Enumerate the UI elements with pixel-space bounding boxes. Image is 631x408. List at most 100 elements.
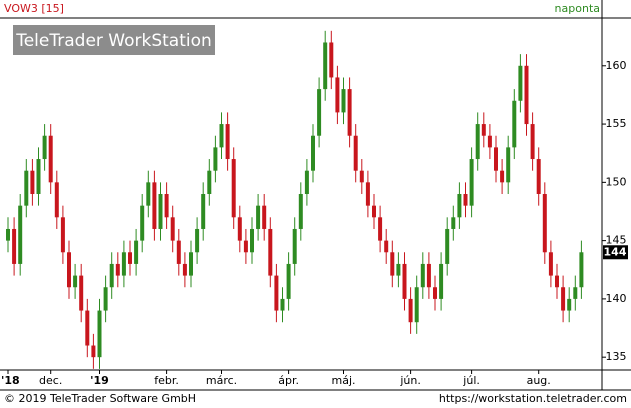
y-tick-label: 160	[606, 59, 627, 72]
candle-body	[335, 77, 340, 113]
candle-body	[189, 252, 193, 276]
candle-body	[97, 310, 102, 358]
candle-body	[85, 310, 90, 346]
candle-body	[420, 263, 425, 288]
candle-body	[121, 252, 126, 276]
candle-body	[323, 42, 328, 90]
candle-body	[451, 217, 456, 229]
candle-body	[36, 159, 41, 194]
candle-body	[225, 124, 230, 160]
x-tick-label: jún.	[399, 374, 421, 387]
candle-body	[579, 252, 584, 288]
candle-body	[365, 182, 370, 206]
x-tick-label: ápr.	[278, 374, 299, 387]
candle-body	[463, 194, 468, 206]
candle-body	[231, 159, 236, 218]
candle-body	[286, 263, 291, 299]
candle-body	[475, 124, 480, 160]
candle-body	[378, 217, 383, 241]
watermark-box	[13, 25, 215, 55]
candle-body	[329, 42, 334, 78]
candle-body	[134, 240, 139, 264]
candle-body	[524, 65, 529, 125]
candle-body	[396, 263, 401, 276]
candle-body	[24, 170, 29, 206]
candle-body	[176, 240, 181, 264]
y-tick-label: 135	[606, 350, 627, 363]
candle-body	[73, 275, 78, 288]
candle-body	[54, 182, 59, 218]
candle-body	[201, 194, 206, 229]
y-tick-label: 145	[606, 234, 627, 247]
candle-body	[542, 194, 547, 253]
candle-body	[433, 287, 437, 299]
candle-body	[256, 205, 261, 229]
candle-body	[195, 228, 200, 253]
last-price-label: 144	[604, 245, 627, 258]
interval-label: naponta	[555, 2, 600, 15]
candle-body	[530, 124, 535, 160]
candle-body	[372, 205, 376, 218]
footer-url: https://workstation.teletrader.com	[439, 392, 627, 405]
candle-body	[182, 263, 187, 276]
candle-body	[164, 194, 169, 218]
candle-body	[347, 89, 352, 136]
candle-body	[292, 228, 297, 264]
x-tick-label: máj.	[331, 374, 355, 387]
candle-body	[469, 159, 474, 206]
candle-body	[304, 170, 309, 194]
candle-body	[103, 287, 108, 311]
candle-body	[506, 147, 511, 183]
candle-body	[414, 287, 419, 323]
candle-body	[280, 298, 285, 311]
x-tick-label: febr.	[154, 374, 179, 387]
candle-body	[12, 228, 17, 264]
candle-body	[561, 287, 566, 311]
candle-body	[274, 275, 279, 311]
candle-body	[445, 228, 450, 264]
candle-body	[60, 217, 65, 253]
x-tick-label: dec.	[39, 374, 62, 387]
candle-body	[140, 205, 145, 241]
candle-body	[91, 345, 96, 358]
candle-body	[152, 182, 157, 229]
candle-body	[481, 124, 486, 136]
candle-body	[555, 275, 559, 288]
candle-body	[512, 100, 517, 148]
candle-body	[109, 263, 114, 288]
y-tick-label: 155	[606, 117, 627, 130]
x-tick-label: márc.	[206, 374, 237, 387]
candle-body	[573, 287, 578, 299]
candle-body	[219, 124, 224, 148]
x-tick-label: '19	[90, 374, 109, 387]
candle-body	[487, 135, 492, 148]
candle-body	[128, 252, 132, 264]
candle-body	[548, 252, 553, 276]
candle-body	[67, 252, 71, 288]
candle-body	[30, 170, 35, 194]
candle-body	[237, 217, 242, 241]
chart-title: VOW3 [15]	[4, 2, 64, 15]
y-tick-label: 150	[606, 175, 627, 188]
candle-body	[146, 182, 151, 206]
candle-body	[311, 135, 315, 171]
candle-body	[384, 240, 389, 253]
candle-body	[250, 228, 254, 253]
candle-body	[170, 217, 175, 241]
candle-body	[518, 65, 523, 101]
candle-body	[567, 298, 572, 311]
candle-body	[268, 228, 273, 276]
candle-body	[426, 263, 431, 288]
candle-body	[298, 194, 303, 229]
last-price-box	[603, 245, 628, 260]
candle-body	[439, 263, 444, 299]
candle-body	[536, 159, 541, 194]
candle-body	[48, 135, 53, 183]
candle-body	[494, 147, 498, 171]
watermark: TeleTrader WorkStation	[15, 31, 212, 51]
y-tick-label: 140	[606, 292, 627, 305]
candle-body	[408, 298, 413, 323]
x-tick-label: aug.	[527, 374, 551, 387]
candle-body	[6, 228, 10, 241]
